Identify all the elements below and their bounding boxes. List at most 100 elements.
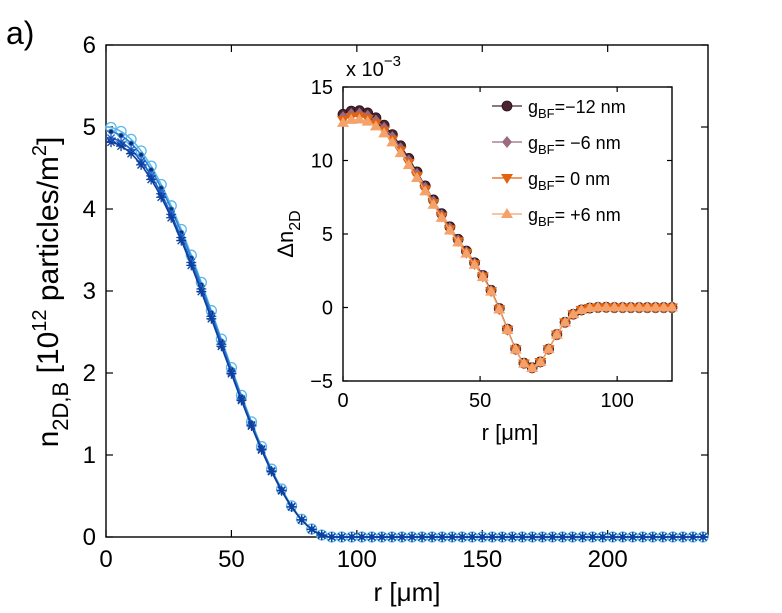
inset-data-point: [501, 323, 514, 334]
main-y-tick-label: 2: [83, 360, 96, 387]
main-data-point: [266, 466, 277, 477]
main-ylabel-bracket: [10: [32, 332, 65, 382]
main-data-point: [597, 532, 608, 542]
main-data-point: [487, 532, 498, 542]
inset-x-ticks: 0 50 100: [337, 87, 634, 412]
main-data-point: [396, 532, 407, 542]
inset-data-point: [666, 301, 678, 312]
main-data-point: [346, 532, 357, 542]
main-data-point: [156, 192, 167, 203]
main-ylabel-close: ]: [32, 137, 65, 145]
inset-data-point: [427, 198, 440, 209]
main-y-tick-label: 5: [83, 114, 96, 141]
main-data-point: [296, 514, 307, 525]
inset-data-point: [386, 136, 399, 147]
main-data-point: [547, 532, 558, 542]
legend-label-sub: BF: [538, 214, 555, 229]
inset-x-tick-label: 0: [337, 390, 348, 412]
main-x-ticks: 0 50 100 150 200: [99, 45, 628, 573]
inset-data-point: [443, 224, 456, 235]
inset-data-point: [624, 301, 637, 312]
inset-data-point: [468, 258, 481, 269]
main-x-axis-label: r [μm]: [374, 577, 441, 607]
inset-data-point: [526, 362, 539, 373]
inset-multiplier: x 10−3: [346, 53, 401, 81]
main-data-point: [386, 532, 397, 542]
inset-y-tick-label: −5: [310, 371, 333, 393]
main-y-axis-label: n2D,B [1012 particles/m2]: [29, 137, 73, 448]
main-data-point: [166, 212, 177, 223]
inset-data-point: [608, 301, 621, 312]
main-ylabel-unit: particles/m: [32, 156, 65, 309]
inset-ylabel-sub: 2D: [287, 210, 304, 230]
main-data-point: [146, 174, 157, 185]
inset-data-point: [641, 301, 654, 312]
inset-data-point: [345, 113, 358, 124]
inset-data-point: [476, 271, 489, 282]
main-data-point: [617, 532, 628, 542]
main-data-point: [577, 532, 588, 542]
inset-y-tick-label: 5: [322, 224, 333, 246]
main-data-point: [687, 532, 698, 542]
inset-data-point: [649, 301, 662, 312]
main-data-point: [236, 395, 247, 406]
legend-label-main: g: [528, 169, 538, 189]
legend-label: gBF=−12 nm: [528, 97, 626, 121]
main-data-point: [326, 532, 337, 542]
main-x-tick-label: 100: [337, 546, 377, 573]
main-data-point: [507, 532, 518, 542]
main-data-point: [677, 532, 688, 542]
legend-label: gBF= 0 nm: [528, 169, 610, 193]
main-data-point: [497, 532, 508, 542]
main-data-point: [286, 501, 297, 512]
main-data-point: [587, 532, 598, 542]
inset-data-point: [591, 301, 604, 312]
inset-x-tick-label: 50: [469, 390, 491, 412]
legend-label-sub: BF: [538, 106, 555, 121]
inset-data-point: [394, 147, 407, 158]
inset-data-point: [534, 356, 547, 367]
main-data-point: [126, 148, 137, 159]
main-data-point: [457, 532, 468, 542]
inset-ylabel-main: Δn: [273, 231, 298, 258]
inset-y-ticks: −5 0 5 10 15: [310, 77, 672, 393]
inset-data-point: [369, 120, 382, 131]
main-data-point: [417, 532, 428, 542]
legend-label-rest: = +6 nm: [555, 205, 621, 225]
main-x-tick-label: 0: [99, 546, 112, 573]
main-data-point: [697, 532, 708, 542]
main-data-point: [106, 137, 117, 148]
main-data-point: [467, 532, 478, 542]
main-y-ticks: 0 1 2 3 4 5 6: [83, 32, 708, 551]
main-series-group: [105, 121, 709, 543]
inset-data-point: [460, 247, 473, 258]
inset-data-point: [583, 302, 596, 313]
main-data-point: [176, 235, 187, 246]
main-data-point: [216, 341, 227, 352]
inset-data-point: [559, 316, 572, 327]
main-x-tick-label: 200: [588, 546, 628, 573]
main-data-point: [557, 532, 568, 542]
inset-data-point: [485, 285, 498, 296]
inset-series-group: [337, 105, 678, 374]
legend-marker: [501, 100, 513, 112]
main-data-point: [407, 532, 418, 542]
inset-data-point: [616, 301, 629, 312]
main-ylabel-n: n: [32, 431, 65, 448]
legend-label-sub: BF: [538, 142, 555, 157]
legend-marker: [502, 136, 512, 148]
inset-y-axis-label: Δn2D: [273, 210, 304, 257]
legend-marker: [501, 208, 513, 218]
inset-data-point: [402, 159, 415, 170]
main-data-point: [527, 532, 538, 542]
legend-label-main: g: [528, 97, 538, 117]
main-x-tick-label: 50: [218, 546, 245, 573]
inset-data-point: [411, 171, 424, 182]
legend-label-rest: = −6 nm: [555, 133, 621, 153]
inset-data-point: [550, 328, 563, 339]
main-x-tick-label: 150: [462, 546, 502, 573]
inset-data-point: [378, 127, 391, 138]
